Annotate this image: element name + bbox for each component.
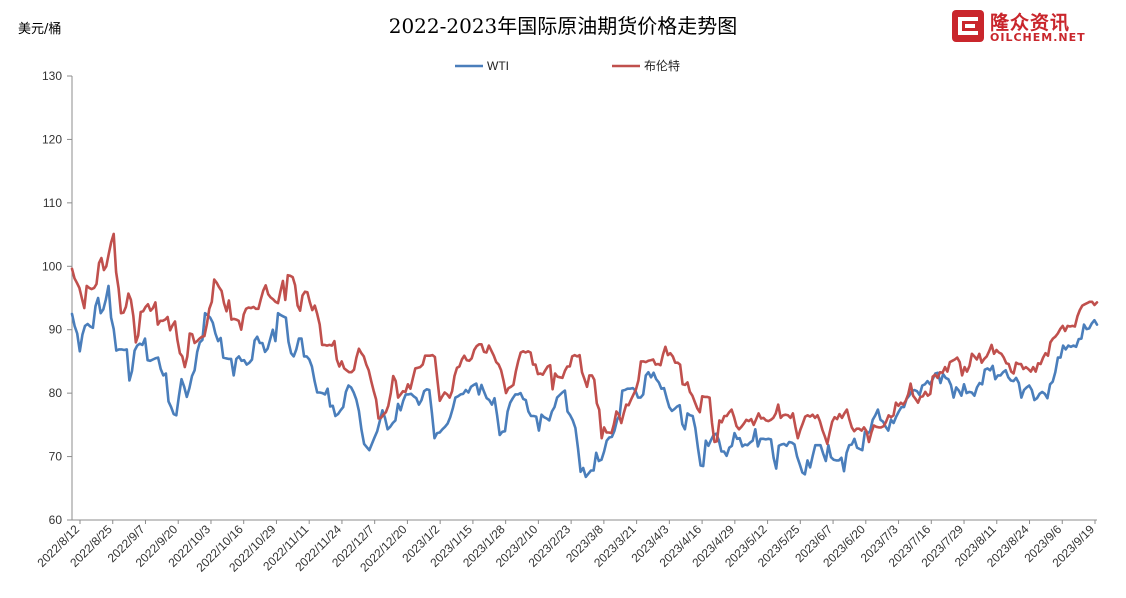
brand-domain: OILCHEM.NET [990, 31, 1086, 44]
brand-name: 隆众资讯 [990, 12, 1071, 34]
chart-title: 2022-2023年国际原油期货价格走势图 [388, 14, 738, 38]
legend-label: 布伦特 [644, 58, 680, 73]
oilchem-logo-icon [952, 10, 984, 42]
series-line-brent [70, 232, 1099, 446]
y-tick-label: 110 [43, 196, 62, 210]
y-tick-label: 100 [42, 259, 62, 273]
y-tick-label: 60 [49, 513, 63, 527]
y-tick-label: 90 [49, 323, 63, 337]
series-line-wti [70, 284, 1099, 479]
y-tick-label: 120 [42, 132, 62, 146]
legend-label: WTI [487, 59, 509, 73]
y-axis-unit-label: 美元/桶 [18, 22, 62, 37]
y-tick-label: 70 [49, 450, 63, 464]
brand-logo: 隆众资讯 OILCHEM.NET [952, 10, 1102, 44]
y-tick-label: 80 [49, 386, 63, 400]
y-tick-label: 130 [42, 69, 62, 83]
